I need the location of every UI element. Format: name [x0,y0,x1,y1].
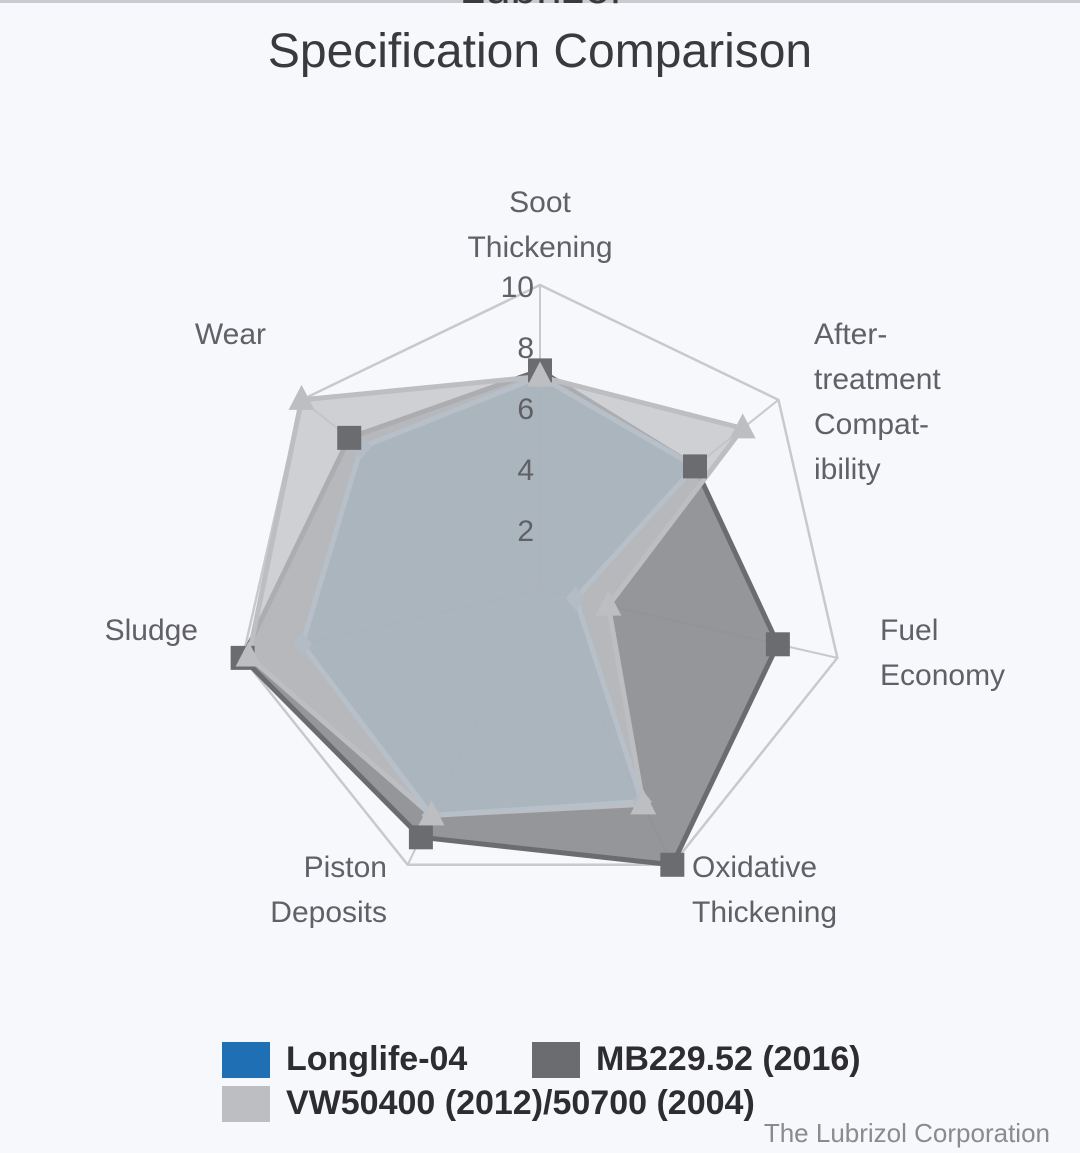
legend-item-vw50400: VW50400 (2012)/50700 (2004) [222,1084,755,1123]
point-series2-axis1 [729,413,756,439]
legend-swatch-longlife-04 [222,1041,270,1078]
legend-swatch-mb229-52 [532,1041,580,1078]
axis-label-0-line-0: Soot [509,186,571,219]
axis-label-4-line-0: Piston [304,851,387,884]
axis-label-1-line-1: treatment [814,363,941,396]
tick-label-6: 6 [517,393,534,426]
point-series2-axis4 [418,800,445,826]
point-series0-axis5 [292,632,313,657]
chart-title: Specification Comparison [267,25,813,78]
axis-label-4-line-1: Deposits [270,896,387,929]
axis-label-1-line-3: ibility [814,453,881,486]
point-series2-axis0 [527,361,553,387]
axis-label-5-line-0: Sludge [105,614,198,647]
chart-title-partial: Lubrizol [0,0,1080,10]
tick-label-8: 8 [517,332,534,365]
tick-label-10: 10 [501,271,534,304]
axis-label-1-line-2: Compat- [814,408,929,441]
point-series2-axis5 [235,641,262,667]
point-series2-axis2 [595,590,622,616]
axis-label-2-line-1: Economy [880,659,1005,692]
axis-label-0-line-1: Thickening [467,231,612,264]
point-series1-axis4 [408,825,433,850]
legend-item-mb229-52: MB229.52 (2016) [532,1040,861,1079]
legend-label-longlife-04: Longlife-04 [286,1040,468,1078]
top-border [0,0,1080,3]
series-area-0 [299,374,698,818]
point-series2-axis3 [630,789,657,815]
axis-label-3-line-0: Oxidative [692,851,817,884]
point-series0-axis2 [565,586,586,611]
legend-swatch-vw50400 [222,1085,270,1122]
legend-label-mb229-52: MB229.52 (2016) [596,1040,861,1078]
point-series2-axis6 [288,384,315,410]
legend-label-vw50400: VW50400 (2012)/50700 (2004) [286,1084,755,1122]
tick-label-4: 4 [517,454,534,487]
legend-item-longlife-04: Longlife-04 [222,1040,467,1079]
axis-label-2-line-0: Fuel [880,614,938,647]
axis-label-6-line-0: Wear [195,318,266,351]
axis-label-3-line-1: Thickening [692,896,837,929]
point-series1-axis1 [682,454,707,479]
point-series1-axis2 [765,632,790,657]
point-series1-axis6 [337,425,362,450]
tick-label-2: 2 [517,515,534,548]
axis-label-1-line-0: After- [814,318,887,351]
point-series1-axis3 [660,852,685,877]
credit-text: The Lubrizol Corporation [763,1118,1050,1148]
